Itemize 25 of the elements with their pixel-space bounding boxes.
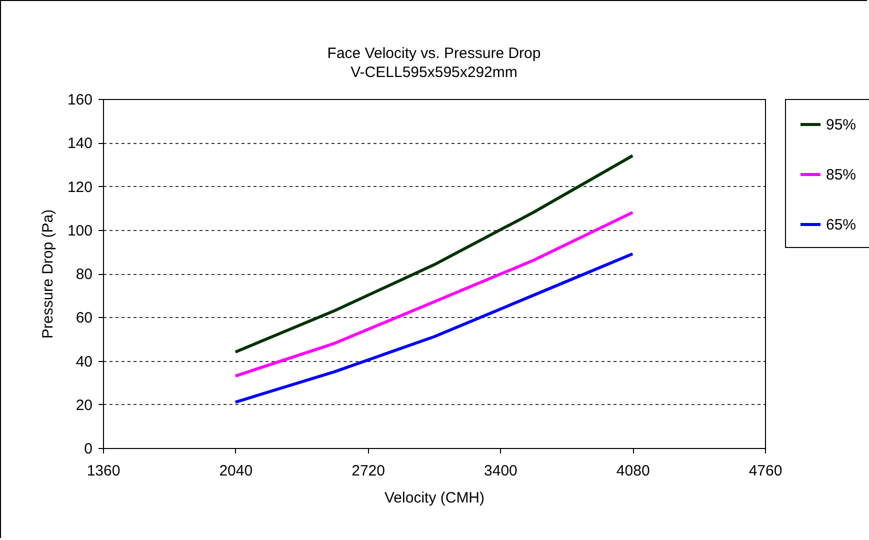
x-tick-label: 4080 <box>616 462 650 480</box>
chart-title: Face Velocity vs. Pressure Drop <box>327 45 541 62</box>
legend-label: 85% <box>826 166 856 184</box>
line-series <box>234 210 634 378</box>
x-axis-title: Velocity (CMH) <box>384 490 485 506</box>
y-tick-label: 120 <box>67 178 92 196</box>
y-tick-label: 80 <box>76 266 92 283</box>
y-axis-title: Pressure Drop (Pa) <box>39 209 56 339</box>
y-tick-label: 0 <box>84 440 92 458</box>
x-tick-label: 2720 <box>352 462 385 480</box>
chart-subtitle: V-CELL595x595x292mm <box>350 64 518 81</box>
legend-label: 95% <box>826 116 856 134</box>
line-series <box>234 154 634 354</box>
y-tick-label: 100 <box>67 222 92 240</box>
x-tick-label: 3400 <box>484 462 518 480</box>
line-series <box>234 252 634 404</box>
x-tick-label: 4760 <box>748 462 782 480</box>
y-tick-label: 140 <box>67 135 92 152</box>
y-tick-label: 60 <box>76 310 92 327</box>
legend-label: 65% <box>826 216 856 234</box>
y-tick-label: 20 <box>76 396 92 414</box>
y-tick-label: 160 <box>67 92 92 108</box>
y-tick-label: 40 <box>76 353 92 370</box>
x-tick-label: 1360 <box>86 462 120 480</box>
x-tick-label: 2040 <box>219 462 253 480</box>
